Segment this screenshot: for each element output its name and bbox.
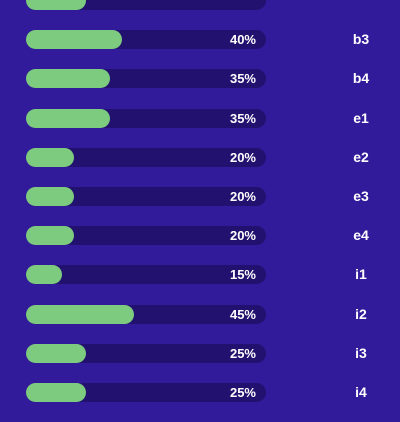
item-label: i4	[355, 383, 367, 400]
list-item: 25% i4	[0, 382, 400, 422]
percent-label: 20%	[229, 188, 256, 204]
list-item	[0, 0, 400, 30]
item-label: e4	[353, 227, 369, 244]
progress-fill	[26, 265, 62, 285]
progress-fill	[26, 382, 86, 402]
list-item: 45% i2	[0, 304, 400, 344]
progress-track: 45%	[26, 304, 266, 324]
progress-track: 20%	[26, 186, 266, 206]
list-item: 35% b4	[0, 69, 400, 108]
progress-track: 25%	[26, 382, 266, 402]
progress-track: 20%	[26, 226, 266, 246]
progress-fill	[26, 0, 86, 10]
progress-track: 35%	[26, 69, 266, 89]
item-label: b4	[352, 70, 370, 87]
list-item: 25% i3	[0, 343, 400, 383]
item-label: i2	[355, 305, 367, 322]
item-label: e3	[353, 187, 369, 204]
item-label	[336, 0, 386, 10]
percent-label: 45%	[229, 306, 256, 322]
progress-track	[26, 0, 266, 10]
item-label: e1	[353, 109, 369, 126]
progress-fill	[26, 147, 74, 167]
progress-track: 20%	[26, 147, 266, 167]
percent-label: 35%	[229, 110, 256, 126]
item-label: i1	[355, 266, 367, 283]
progress-track: 25%	[26, 343, 266, 363]
percent-label: 40%	[229, 32, 256, 48]
item-label: b3	[352, 31, 370, 48]
percent-label: 20%	[229, 149, 256, 165]
progress-fill	[26, 108, 110, 128]
percent-label: 35%	[229, 71, 256, 87]
list-item: 15% i1	[0, 265, 400, 304]
percent-label: 25%	[229, 384, 256, 400]
list-item: 40% b3	[0, 30, 400, 69]
item-label: e2	[353, 148, 369, 165]
percent-label: 25%	[229, 345, 256, 361]
progress-fill	[26, 226, 74, 246]
list-item: 20% e3	[0, 186, 400, 226]
list-item: 35% e1	[0, 108, 400, 148]
list-item: 20% e4	[0, 226, 400, 265]
item-label: i3	[355, 344, 367, 361]
list-item: 20% e2	[0, 147, 400, 187]
progress-track: 40%	[26, 30, 266, 50]
progress-fill	[26, 186, 74, 206]
progress-fill	[26, 30, 122, 50]
progress-fill	[26, 343, 86, 363]
progress-track: 35%	[26, 108, 266, 128]
progress-fill	[26, 69, 110, 89]
percent-label: 15%	[229, 267, 256, 283]
progress-track: 15%	[26, 265, 266, 285]
percent-label: 20%	[229, 228, 256, 244]
progress-fill	[26, 304, 134, 324]
